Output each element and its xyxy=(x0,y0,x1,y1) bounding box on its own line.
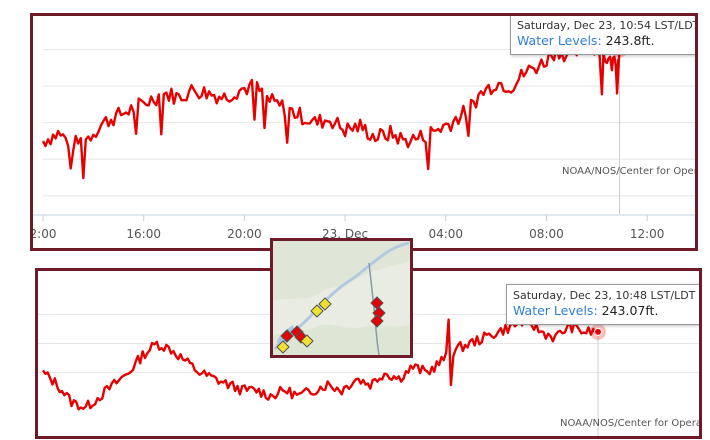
station-marker-icon[interactable] xyxy=(280,329,294,343)
bottom-chart-tooltip: Saturday, Dec 23, 10:48 LST/LDT Water Le… xyxy=(506,284,699,325)
x-tick-label: 20:00 xyxy=(227,227,262,241)
tooltip-header: Saturday, Dec 23, 10:54 LST/LDT xyxy=(517,19,698,32)
station-marker-icon[interactable] xyxy=(300,334,314,348)
station-map[interactable] xyxy=(273,241,410,355)
station-marker-icon[interactable] xyxy=(310,304,324,318)
x-tick-label: 04:00 xyxy=(428,227,463,241)
top-chart-credit[interactable]: NOAA/NOS/Center for Opera xyxy=(562,166,698,177)
x-tick-label: 08:00 xyxy=(529,227,564,241)
x-tick-label: 2:00 xyxy=(33,227,56,241)
tooltip-series-name: Water Levels xyxy=(517,33,598,48)
x-tick-label: 12:00 xyxy=(630,227,665,241)
station-marker-icon[interactable] xyxy=(276,340,290,354)
x-tick-label: 23. Dec xyxy=(322,227,368,241)
bottom-chart-credit[interactable]: NOAA/NOS/Center for Opera xyxy=(560,418,702,429)
top-chart-tooltip: Saturday, Dec 23, 10:54 LST/LDT Water Le… xyxy=(510,16,698,55)
map-inset[interactable] xyxy=(270,238,413,358)
tooltip-value-line: Water Levels: 243.8ft. xyxy=(517,33,655,48)
x-tick-label: 16:00 xyxy=(126,227,161,241)
map-land-north xyxy=(273,241,410,301)
top-chart-svg: 2:00 16:00 20:00 23. Dec 04:00 08:00 12:00 xyxy=(33,39,695,241)
tooltip-value: 243.07ft. xyxy=(601,303,659,318)
tooltip-value: 243.8ft. xyxy=(605,33,655,48)
tooltip-series-name: Water Levels xyxy=(513,303,594,318)
top-chart-panel: 2:00 16:00 20:00 23. Dec 04:00 08:00 12:00 NOA… xyxy=(30,13,698,251)
tooltip-header: Saturday, Dec 23, 10:48 LST/LDT xyxy=(513,289,696,302)
tooltip-value-line: Water Levels: 243.07ft. xyxy=(513,303,659,318)
station-marker-icon[interactable] xyxy=(318,297,332,311)
water-level-line[interactable] xyxy=(41,39,621,180)
hover-point[interactable] xyxy=(594,327,602,336)
water-level-line[interactable] xyxy=(42,313,599,411)
station-marker-icon[interactable] xyxy=(370,314,384,328)
